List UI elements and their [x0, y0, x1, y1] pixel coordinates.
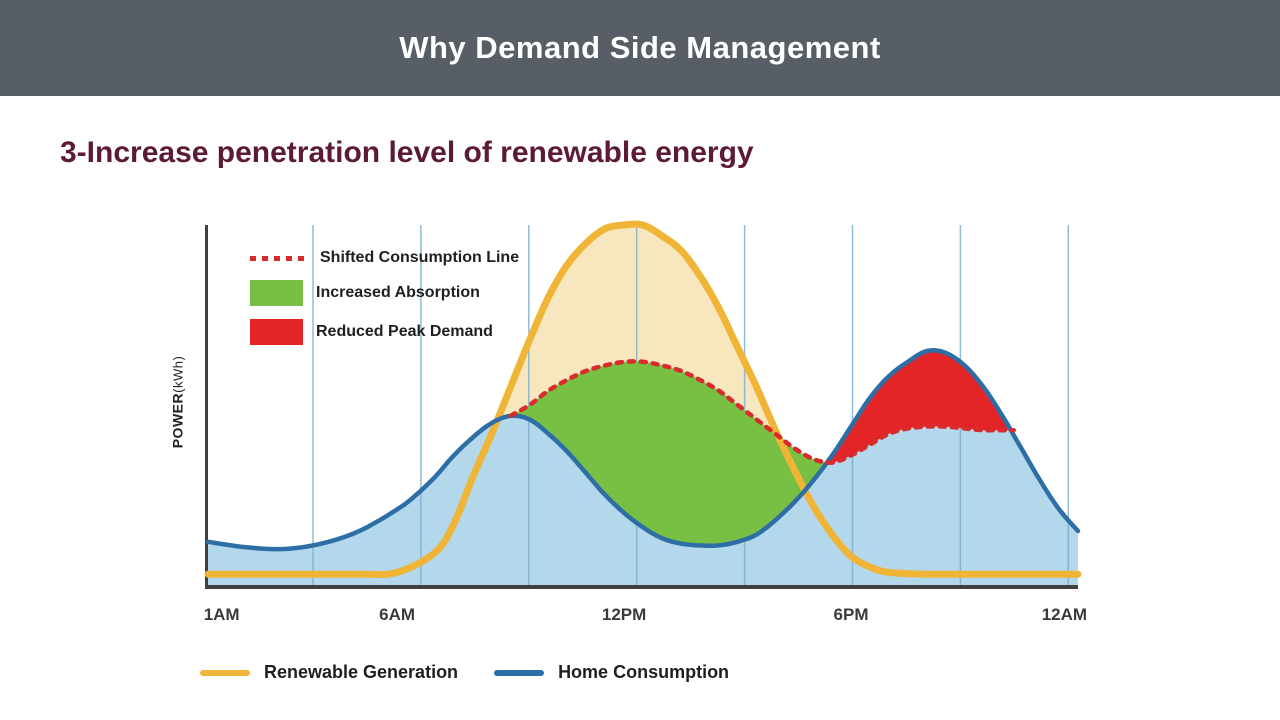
- legend-item-shifted-consumption: Shifted Consumption Line: [250, 249, 519, 267]
- legend-item-reduced-peak-demand: Reduced Peak Demand: [250, 319, 519, 345]
- chart-legend: Shifted Consumption Line Increased Absor…: [250, 249, 519, 345]
- x-tick-label: 6AM: [379, 605, 416, 624]
- y-axis-label-main: POWER: [169, 392, 186, 449]
- yellow-line-swatch-icon: [200, 669, 250, 676]
- power-chart: Shifted Consumption Line Increased Absor…: [204, 220, 1087, 624]
- y-axis-label: POWER(kWh): [170, 320, 190, 485]
- legend-item-increased-absorption: Increased Absorption: [250, 280, 519, 306]
- x-tick-label: 1AM: [203, 605, 240, 624]
- legend-label: Increased Absorption: [316, 284, 480, 301]
- legend-item-renewable-generation: Renewable Generation: [200, 662, 458, 683]
- y-axis-label-unit: (kWh): [170, 355, 186, 393]
- red-swatch-icon: [250, 319, 303, 345]
- legend-label: Reduced Peak Demand: [316, 323, 493, 340]
- slide-title: Why Demand Side Management: [399, 30, 881, 65]
- legend-item-home-consumption: Home Consumption: [494, 662, 729, 683]
- x-tick-label: 6PM: [833, 605, 869, 624]
- chart-canvas: [204, 220, 1082, 585]
- legend-label: Home Consumption: [558, 662, 730, 682]
- slide-header: Why Demand Side Management: [0, 0, 1280, 96]
- dotted-line-swatch-icon: [250, 255, 307, 261]
- x-tick-label: 12AM: [1041, 605, 1088, 624]
- legend-label: Renewable Generation: [264, 662, 459, 682]
- section-heading: 3-Increase penetration level of renewabl…: [60, 136, 754, 169]
- green-swatch-icon: [250, 280, 303, 306]
- x-axis: 1AM 6AM 12PM 6PM 12AM: [204, 589, 1087, 624]
- blue-line-swatch-icon: [494, 669, 545, 676]
- legend-label: Shifted Consumption Line: [320, 249, 520, 266]
- series-legend: Renewable Generation Home Consumption: [200, 662, 729, 683]
- x-tick-label: 12PM: [601, 605, 647, 624]
